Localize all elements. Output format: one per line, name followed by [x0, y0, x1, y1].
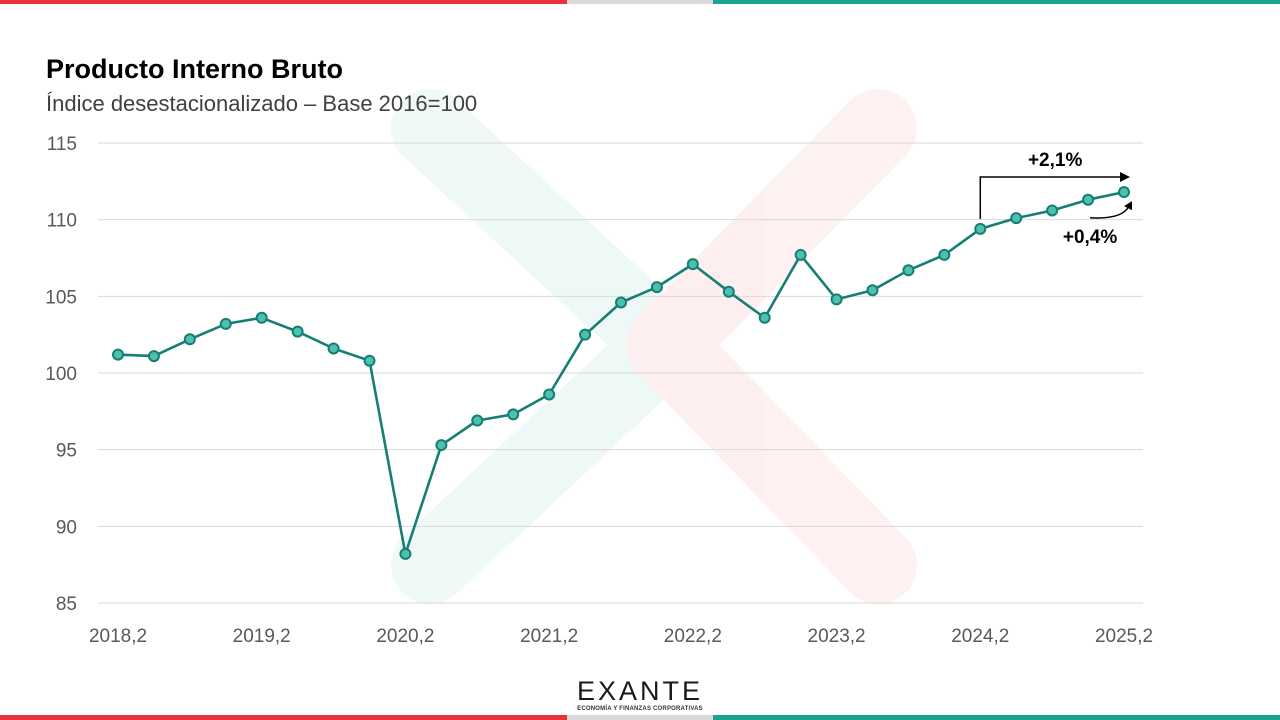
- logo-tagline: ECONOMÍA Y FINANZAS CORPORATIVAS: [577, 706, 703, 712]
- data-point: [1118, 186, 1130, 199]
- bottom-accent-stripe: [0, 715, 1280, 720]
- y-tick-label: 85: [56, 594, 77, 615]
- stripe-red-segment: [0, 715, 567, 720]
- data-point: [1046, 204, 1059, 217]
- y-tick-label: 105: [45, 287, 77, 308]
- x-tick-label: 2019,2: [233, 626, 291, 647]
- data-point: [507, 408, 520, 421]
- annotation-elbow-arrowhead: [1120, 172, 1130, 182]
- annotation-curved-arrowhead: [1124, 201, 1132, 211]
- data-point: [291, 325, 304, 338]
- data-point: [866, 284, 879, 297]
- y-tick-label: 110: [47, 211, 77, 232]
- top-accent-stripe: [0, 0, 1280, 4]
- data-point: [902, 264, 915, 277]
- annotations: +2,1% +0,4%: [979, 150, 1132, 248]
- data-point: [112, 348, 124, 361]
- data-point: [327, 342, 340, 355]
- y-tick-label: 100: [45, 364, 77, 385]
- watermark-teal-stroke: [391, 89, 704, 604]
- annotation-label-qoq: +0,4%: [1063, 227, 1118, 248]
- data-point: [722, 285, 735, 298]
- data-points: [112, 186, 1130, 560]
- data-point: [219, 317, 232, 330]
- x-tick-label: 2018,2: [89, 626, 147, 647]
- x-tick-label: 2020,2: [376, 626, 434, 647]
- stripe-red-segment: [0, 0, 567, 4]
- x-tick-label: 2022,2: [664, 626, 722, 647]
- y-tick-label: 115: [47, 134, 77, 155]
- data-point: [650, 281, 663, 294]
- watermark-red-stroke: [626, 89, 917, 604]
- y-tick-label: 90: [56, 517, 77, 538]
- annotation-elbow-arrow: [979, 176, 1122, 219]
- data-point: [758, 311, 771, 324]
- stripe-grey-segment: [567, 715, 713, 720]
- data-point: [938, 248, 951, 261]
- data-point: [399, 547, 412, 560]
- x-axis-tick-labels: 2018,2 2019,2 2020,2 2021,2 2022,2 2023,2 2024…: [89, 626, 1153, 647]
- x-tick-label: 2024,2: [951, 626, 1009, 647]
- chart-title: Producto Interno Bruto: [46, 54, 343, 84]
- exante-logo: EXANTE ECONOMÍA Y FINANZAS CORPORATIVAS: [560, 677, 720, 713]
- data-point: [974, 222, 987, 235]
- data-point: [435, 439, 448, 452]
- data-point: [1082, 193, 1095, 206]
- data-point: [615, 296, 627, 309]
- data-point: [830, 293, 843, 306]
- stripe-teal-segment: [713, 0, 1280, 4]
- y-axis-tick-labels: 85 90 95 100 105 110 115: [45, 134, 77, 615]
- x-tick-label: 2023,2: [808, 626, 866, 647]
- x-tick-label: 2025,2: [1095, 626, 1153, 647]
- chart-subtitle: Índice desestacionalizado – Base 2016=10…: [46, 91, 478, 116]
- logo-wordmark: EXANTE: [576, 676, 704, 706]
- y-tick-label: 95: [56, 441, 77, 462]
- data-point: [363, 354, 376, 367]
- x-tick-label: 2021,2: [520, 626, 578, 647]
- data-point: [794, 248, 807, 261]
- stripe-teal-segment: [713, 715, 1280, 720]
- watermark-x-logo: [391, 89, 917, 604]
- annotation-curved-arrow: [1090, 205, 1130, 219]
- data-point: [183, 333, 196, 346]
- data-point: [543, 388, 556, 401]
- data-point: [1010, 212, 1023, 225]
- data-point: [686, 258, 699, 271]
- gridlines: [98, 142, 1143, 604]
- data-point: [471, 414, 484, 427]
- data-point: [147, 350, 160, 363]
- data-point: [579, 328, 592, 341]
- annotation-label-yoy: +2,1%: [1028, 150, 1083, 171]
- data-point: [255, 311, 268, 324]
- stripe-grey-segment: [567, 0, 713, 4]
